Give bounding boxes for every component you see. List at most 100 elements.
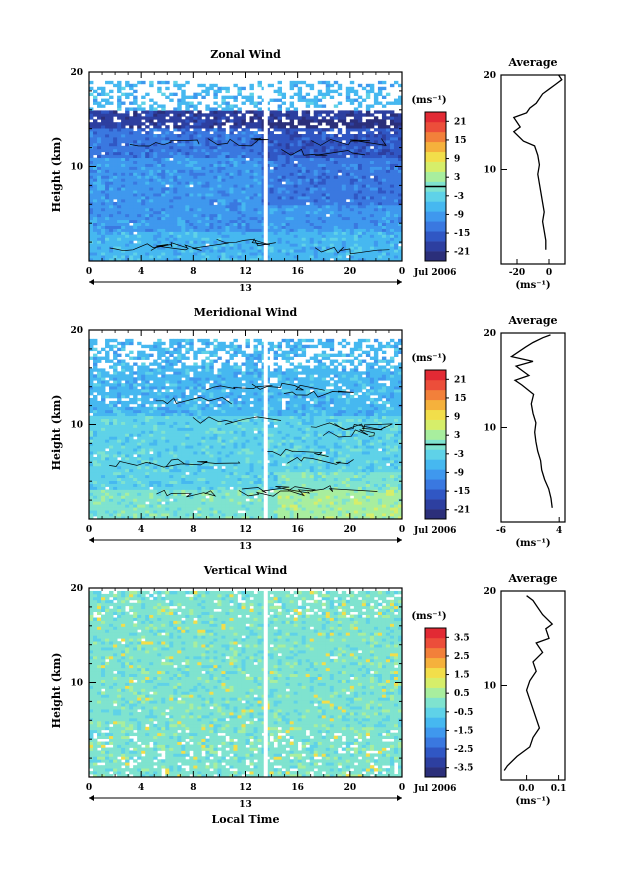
- heatmap-cell: [201, 504, 206, 508]
- heatmap-cell: [229, 246, 234, 250]
- heatmap-cell: [357, 231, 363, 235]
- heatmap-cell: [249, 225, 254, 229]
- heatmap-cell: [293, 157, 299, 161]
- heatmap-cell: [221, 492, 226, 496]
- heatmap-cell: [353, 216, 359, 221]
- heatmap-cell: [173, 207, 178, 212]
- heatmap-cell: [241, 184, 246, 188]
- heatmap-cell: [249, 139, 254, 144]
- heatmap-cell: [377, 213, 383, 218]
- heatmap-cell: [249, 134, 254, 138]
- heatmap-cell: [257, 249, 262, 253]
- heatmap-cell: [397, 513, 403, 517]
- heatmap-cell: [289, 249, 295, 253]
- heatmap-cell: [265, 231, 270, 235]
- heatmap-cell: [333, 495, 339, 499]
- heatmap-cell: [117, 113, 122, 117]
- heatmap-cell: [221, 172, 226, 176]
- heatmap-cell: [337, 86, 343, 91]
- heatmap-cell: [145, 198, 150, 203]
- heatmap-cell: [361, 154, 367, 159]
- heatmap-cell: [89, 219, 94, 224]
- heatmap-cell: [173, 225, 178, 229]
- heatmap-cell: [249, 98, 254, 102]
- heatmap-cell: [397, 160, 403, 164]
- heatmap-cell: [373, 187, 379, 191]
- heatmap-cell: [201, 216, 206, 221]
- heatmap-cell: [161, 122, 166, 126]
- heatmap-cell: [321, 210, 327, 215]
- heatmap-cell: [165, 134, 170, 138]
- heatmap-cell: [345, 160, 351, 164]
- heatmap-cell: [373, 116, 379, 120]
- heatmap-cell: [321, 110, 327, 114]
- heatmap-cell: [329, 249, 335, 253]
- heatmap-cell: [265, 172, 270, 176]
- heatmap-cell: [273, 213, 278, 218]
- heatmap-cell: [277, 151, 283, 156]
- heatmap-cell: [161, 166, 166, 170]
- heatmap-cell: [125, 175, 130, 179]
- heatmap-cell: [341, 142, 347, 147]
- heatmap-cell: [161, 160, 166, 164]
- heatmap-cell: [149, 234, 154, 238]
- heatmap-cell: [129, 187, 134, 191]
- heatmap-cell: [297, 128, 303, 132]
- heatmap-cell: [305, 507, 311, 511]
- heatmap-cell: [377, 101, 383, 105]
- heatmap-cell: [181, 110, 186, 114]
- heatmap-cell: [325, 246, 331, 250]
- heatmap-cell: [321, 151, 327, 156]
- heatmap-cell: [93, 190, 98, 194]
- heatmap-cell: [333, 201, 339, 206]
- heatmap-cell: [169, 213, 174, 218]
- heatmap-cell: [185, 504, 190, 508]
- heatmap-cell: [325, 175, 331, 179]
- heatmap-cell: [169, 187, 174, 191]
- heatmap-cell: [225, 207, 230, 212]
- heatmap-cell: [261, 240, 266, 244]
- heatmap-cell: [125, 210, 130, 215]
- heatmap-cell: [321, 193, 327, 197]
- x-tick-label: 16: [291, 267, 304, 277]
- heatmap-cell: [377, 246, 383, 250]
- heatmap-cell: [361, 516, 367, 520]
- heatmap-cell: [225, 252, 230, 256]
- heatmap-cell: [89, 231, 94, 235]
- heatmap-cell: [301, 228, 307, 232]
- heatmap-cell: [273, 210, 278, 215]
- heatmap-cell: [289, 516, 295, 520]
- heatmap-cell: [333, 116, 339, 120]
- heatmap-cell: [361, 136, 367, 141]
- heatmap-cell: [301, 249, 307, 253]
- heatmap-cell: [249, 216, 254, 221]
- heatmap-cell: [273, 125, 278, 129]
- heatmap-cell: [325, 134, 331, 138]
- heatmap-cell: [389, 110, 395, 114]
- heatmap-cell: [93, 160, 98, 164]
- heatmap-cell: [129, 213, 134, 218]
- heatmap-cell: [137, 501, 142, 505]
- heatmap-cell: [385, 249, 391, 253]
- heatmap-cell: [301, 219, 307, 224]
- heatmap-cell: [373, 128, 379, 132]
- heatmap-cell: [97, 86, 102, 91]
- heatmap-cell: [357, 104, 363, 108]
- heatmap-cell: [321, 237, 327, 241]
- heatmap-cell: [133, 234, 138, 238]
- heatmap-cell: [161, 225, 166, 229]
- heatmap-cell: [269, 160, 274, 164]
- heatmap-cell: [289, 181, 295, 185]
- heatmap-cell: [201, 131, 206, 135]
- heatmap-cell: [389, 83, 395, 88]
- heatmap-cell: [237, 116, 242, 120]
- heatmap-cell: [181, 492, 186, 496]
- heatmap-cell: [117, 507, 122, 511]
- heatmap-cell: [165, 492, 170, 496]
- heatmap-cell: [353, 113, 359, 117]
- heatmap-cell: [313, 240, 319, 244]
- heatmap-cell: [249, 184, 254, 188]
- heatmap-cell: [341, 501, 347, 505]
- heatmap-cell: [277, 246, 283, 250]
- heatmap-cell: [369, 258, 375, 262]
